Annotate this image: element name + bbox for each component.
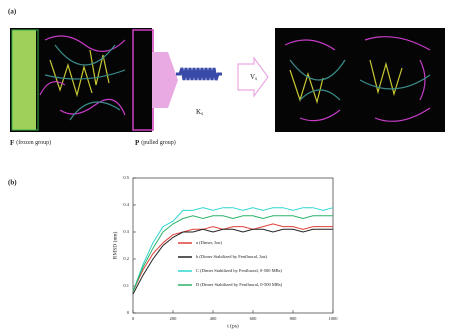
figure: (a) Ks Vs F(frozen group) P(pulled group… [0, 0, 455, 329]
y-axis-label: RMSD (nm) [111, 232, 118, 260]
frozen-text: (frozen group) [16, 139, 51, 146]
y-tick-label: 0.2 [123, 256, 129, 261]
frozen-symbol: F [10, 139, 14, 147]
legend-label: b (Dimer Stabilized by Fenfluoral, 3ns) [196, 254, 267, 260]
x-tick-label: 1000 [329, 316, 339, 321]
x-tick-label: 600 [250, 316, 258, 321]
series-line [133, 208, 333, 292]
spring [176, 68, 222, 80]
frozen-region [12, 30, 36, 130]
legend-label: a (Dimer, 3ns) [196, 240, 222, 246]
pulled-label: P(pulled group) [135, 139, 176, 147]
pulled-symbol: P [135, 139, 140, 147]
x-tick-label: 800 [290, 316, 298, 321]
spring-label: Ks [196, 108, 203, 118]
x-tick-label: 200 [170, 316, 178, 321]
panel-label: (a) [8, 8, 17, 16]
k-subscript: s [201, 112, 203, 117]
pulled-text: (pulled group) [141, 139, 176, 146]
v-subscript: s [255, 77, 257, 82]
x-tick-label: 0 [132, 316, 135, 321]
x-axis-label: t (ps) [227, 322, 239, 329]
legend-label: C (Dimer Stabilized by Fenfluoral, 0-500… [196, 268, 282, 274]
frozen-label: F(frozen group) [10, 139, 51, 147]
y-tick-label: 0.5 [123, 175, 129, 180]
y-tick-label: 0.4 [123, 202, 129, 207]
y-tick-label: 0 [127, 310, 130, 315]
pull-arrow [152, 52, 178, 108]
legend-label: D (Dimer Stabilized by Fenfluoral, 0-500… [196, 282, 283, 288]
panel-label: (b) [8, 179, 17, 187]
x-tick-label: 400 [210, 316, 218, 321]
y-tick-label: 0.1 [123, 283, 129, 288]
y-tick-label: 0.3 [123, 229, 129, 234]
